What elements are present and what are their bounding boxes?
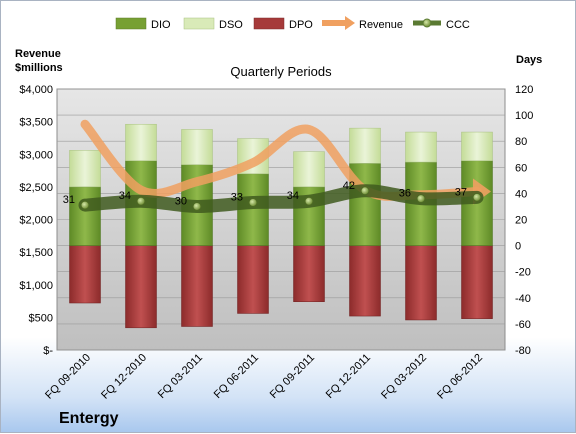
bar-dpo <box>237 245 269 314</box>
ccc-data-label: 31 <box>63 194 75 206</box>
left-tick-label: $1,500 <box>19 247 53 259</box>
bar-dso <box>293 151 325 188</box>
x-tick-label: FQ 12-2011 <box>324 352 373 401</box>
left-tick-label: $2,500 <box>19 182 53 194</box>
bar-dpo <box>293 245 325 302</box>
x-tick-label: FQ 06-2011 <box>212 352 261 401</box>
right-axis-title: Days <box>516 54 542 66</box>
ccc-marker <box>80 200 90 210</box>
right-tick-label: 0 <box>515 241 521 253</box>
bar-dpo <box>349 245 381 317</box>
right-tick-label: 120 <box>515 84 533 96</box>
bar-dso <box>461 131 493 162</box>
legend-label-dio: DIO <box>151 19 171 31</box>
right-tick-label: 60 <box>515 162 527 174</box>
bar-dso <box>405 131 437 163</box>
x-tick-label: FQ 09-2011 <box>268 352 317 401</box>
right-tick-label: 80 <box>515 136 527 148</box>
lines-group: 31 34 30 33 34 42 36 37 <box>63 119 491 213</box>
ccc-data-label: 30 <box>175 195 187 207</box>
left-tick-label: $3,000 <box>19 149 53 161</box>
x-tick-label: FQ 12-2010 <box>99 352 149 402</box>
legend-marker-ccc <box>422 18 432 28</box>
left-axis-title-line1: Revenue <box>15 48 61 60</box>
bar-dso <box>349 127 381 164</box>
x-tick-label: FQ 03-2011 <box>156 352 205 401</box>
legend: DIO DSO DPO Revenue CCC <box>115 16 470 31</box>
legend-arrowhead-revenue <box>345 16 355 30</box>
ccc-marker <box>360 186 370 196</box>
bar-dpo <box>125 245 157 329</box>
bar-dso <box>181 129 213 165</box>
ccc-data-label: 33 <box>231 192 243 204</box>
ccc-marker <box>192 201 202 211</box>
ccc-marker <box>472 192 482 202</box>
right-tick-label: -80 <box>515 345 531 357</box>
bar-dso <box>125 123 157 162</box>
ccc-line <box>78 184 484 213</box>
ccc-data-label: 37 <box>455 186 467 198</box>
ccc-marker <box>248 198 258 208</box>
ccc-data-label: 36 <box>399 188 411 200</box>
left-axis-title-line2: $millions <box>15 62 63 74</box>
ccc-data-label: 34 <box>119 190 131 202</box>
left-tick-label: $2,000 <box>19 215 53 227</box>
right-tick-label: 20 <box>515 215 527 227</box>
left-tick-label: $500 <box>29 312 53 324</box>
left-tick-label: $- <box>43 345 53 357</box>
legend-label-dso: DSO <box>219 19 243 31</box>
ccc-marker <box>416 194 426 204</box>
right-tick-label: -40 <box>515 293 531 305</box>
right-tick-label: 40 <box>515 188 527 200</box>
bar-dpo <box>181 245 213 327</box>
legend-label-dpo: DPO <box>289 19 313 31</box>
bar-dso <box>69 150 101 188</box>
bar-dpo <box>405 245 437 321</box>
legend-swatch-dso <box>183 17 215 30</box>
x-tick-label: FQ 06-2012 <box>435 352 485 402</box>
bar-dio <box>69 186 101 246</box>
chart-title: Quarterly Periods <box>230 64 332 79</box>
legend-label-ccc: CCC <box>446 19 470 31</box>
left-tick-label: $1,000 <box>19 280 53 292</box>
bar-dpo <box>69 245 101 304</box>
ccc-data-label: 34 <box>287 190 299 202</box>
company-name: Entergy <box>59 410 119 427</box>
right-tick-label: 100 <box>515 110 533 122</box>
left-tick-label: $4,000 <box>19 84 53 96</box>
right-tick-label: -20 <box>515 267 531 279</box>
legend-label-revenue: Revenue <box>359 19 403 31</box>
bar-dpo <box>461 245 493 319</box>
ccc-data-label: 42 <box>343 180 355 192</box>
ccc-marker <box>136 196 146 206</box>
ccc-marker <box>304 196 314 206</box>
x-tick-label: FQ 03-2012 <box>379 352 429 402</box>
legend-swatch-dpo <box>253 17 285 30</box>
left-tick-label: $3,500 <box>19 117 53 129</box>
right-tick-label: -60 <box>515 319 531 331</box>
x-tick-label: FQ 09-2010 <box>43 352 93 402</box>
legend-swatch-dio <box>115 17 147 30</box>
